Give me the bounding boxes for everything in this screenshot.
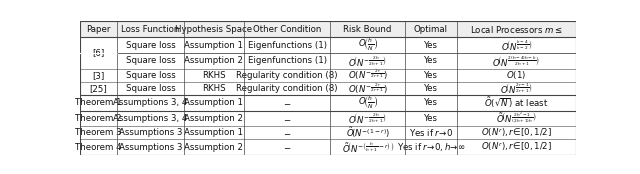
Text: Theorem 4: Theorem 4 [76,143,122,152]
Text: Assumptions 3: Assumptions 3 [119,143,182,152]
Text: $O\!\left(N^{\frac{k-4}{k-2}}\right)$: $O\!\left(N^{\frac{k-4}{k-2}}\right)$ [501,38,532,52]
Text: $\tilde{O}\!\left(N^{\frac{2h^2-1}{(2h+1)h}}\right)$: $\tilde{O}\!\left(N^{\frac{2h^2-1}{(2h+1… [496,111,537,126]
Text: $O\!\left(N^{-\frac{2h}{2h+1}}\right)$: $O\!\left(N^{-\frac{2h}{2h+1}}\right)$ [348,54,387,68]
Text: $O\!\left(N^{\frac{2r-1}{2r+1}}\right)$: $O\!\left(N^{\frac{2r-1}{2r+1}}\right)$ [500,81,533,95]
Text: $O\!\left(\frac{h}{N}\right)$: $O\!\left(\frac{h}{N}\right)$ [358,94,378,111]
Text: Yes: Yes [424,114,438,123]
Text: Theorem 3: Theorem 3 [76,128,122,137]
Text: $-$: $-$ [283,98,291,107]
Text: Yes if $r\!\to\!0, h\!\to\!\infty$: Yes if $r\!\to\!0, h\!\to\!\infty$ [397,141,465,153]
Text: Loss Function: Loss Function [122,25,180,34]
Text: $-$: $-$ [283,143,291,152]
Text: $\tilde{O}\!\left(N^{-\left(\frac{h}{h+1}-r\right)}\right)$: $\tilde{O}\!\left(N^{-\left(\frac{h}{h+1… [342,140,394,154]
Text: Regularity condition (8): Regularity condition (8) [236,71,338,80]
Text: Local Processors $m \leq$: Local Processors $m \leq$ [470,24,563,35]
Text: RKHS: RKHS [202,84,226,93]
Text: Hypothesis Space: Hypothesis Space [175,25,253,34]
Text: Square loss: Square loss [126,56,175,65]
Text: $O(N^r), r\!\in\![0,1/2]$: $O(N^r), r\!\in\![0,1/2]$ [481,126,552,139]
Text: Eigenfunctions (1): Eigenfunctions (1) [248,56,326,65]
Text: $O(N^r), r\!\in\![0,1/2]$: $O(N^r), r\!\in\![0,1/2]$ [481,141,552,153]
Text: $-$: $-$ [283,114,291,123]
Text: Assumption 2: Assumption 2 [184,143,243,152]
Text: $O(1)$: $O(1)$ [506,69,527,81]
Text: Square loss: Square loss [126,71,175,80]
Text: Assumption 2: Assumption 2 [184,114,243,123]
Text: Yes: Yes [424,98,438,107]
Text: Square loss: Square loss [126,41,175,50]
Text: $O\!\left(N^{-\frac{2h}{2h+1}}\right)$: $O\!\left(N^{-\frac{2h}{2h+1}}\right)$ [348,111,387,125]
Text: Assumptions 3: Assumptions 3 [119,128,182,137]
Text: Assumption 1: Assumption 1 [184,98,243,107]
Text: $O\!\left(N^{\frac{2(h-4)h-k}{2h+1}}\right)$: $O\!\left(N^{\frac{2(h-4)h-k}{2h+1}}\rig… [492,54,541,68]
Text: Eigenfunctions (1): Eigenfunctions (1) [248,41,326,50]
Text: Theorem 2: Theorem 2 [76,114,122,123]
Text: Yes: Yes [424,84,438,93]
Text: Risk Bound: Risk Bound [344,25,392,34]
Text: $\tilde{O}\!\left(N^{-(1-r)}\right)$: $\tilde{O}\!\left(N^{-(1-r)}\right)$ [346,125,390,140]
Bar [80,21,576,37]
Text: Assumption 2: Assumption 2 [184,56,243,65]
Text: $O(N^{-\frac{2r}{2r+1}})$: $O(N^{-\frac{2r}{2r+1}})$ [348,81,388,96]
Text: Yes if $r\!\to\!0$: Yes if $r\!\to\!0$ [409,127,453,138]
Text: Yes: Yes [424,71,438,80]
Text: Paper: Paper [86,25,111,34]
Text: $-$: $-$ [283,128,291,137]
Text: Assumptions 3, 4: Assumptions 3, 4 [113,114,188,123]
Text: RKHS: RKHS [202,71,226,80]
Text: $O(N^{-\frac{2r}{2r+1}})$: $O(N^{-\frac{2r}{2r+1}})$ [348,68,388,82]
Text: Assumption 1: Assumption 1 [184,128,243,137]
Text: [6]: [6] [92,48,105,57]
Text: Yes: Yes [424,41,438,50]
Text: Yes: Yes [424,56,438,65]
Text: $O\!\left(\frac{h}{N}\right)$: $O\!\left(\frac{h}{N}\right)$ [358,37,378,53]
Text: [3]: [3] [92,71,105,80]
Text: Square loss: Square loss [126,84,175,93]
Text: $\tilde{O}(\sqrt{N})$ at least: $\tilde{O}(\sqrt{N})$ at least [484,95,548,110]
Text: [25]: [25] [90,84,108,93]
Text: Assumptions 3, 4: Assumptions 3, 4 [113,98,188,107]
Text: Assumption 1: Assumption 1 [184,41,243,50]
Text: Regularity condition (8): Regularity condition (8) [236,84,338,93]
Text: Other Condition: Other Condition [253,25,321,34]
Text: Optimal: Optimal [414,25,448,34]
Text: Theorem 1: Theorem 1 [76,98,122,107]
